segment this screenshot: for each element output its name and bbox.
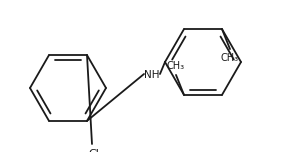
Text: CH₃: CH₃ (221, 53, 239, 63)
Text: NH: NH (144, 70, 160, 80)
Text: Cl: Cl (89, 149, 99, 152)
Text: CH₃: CH₃ (167, 61, 185, 71)
